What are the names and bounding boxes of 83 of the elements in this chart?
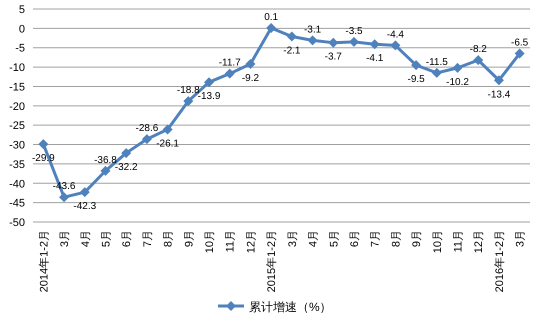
y-tick-label: -30	[9, 140, 25, 152]
point	[328, 38, 338, 48]
point	[80, 187, 90, 198]
y-tick-label: 5	[18, 4, 25, 16]
point	[348, 36, 359, 47]
point	[121, 148, 132, 158]
point	[162, 124, 173, 134]
data-label: -9.5	[407, 74, 426, 86]
data-label: -6.5	[511, 38, 529, 49]
point	[38, 139, 48, 150]
y-tick-label: -50	[9, 217, 25, 229]
y-tick-label: -20	[9, 100, 25, 113]
data-label: -8.2	[470, 44, 488, 56]
x-tick-label: 10月	[204, 230, 216, 254]
x-tick-label: 7月	[370, 230, 382, 248]
y-tick-label: -5	[15, 42, 25, 55]
data-label: 0.1	[264, 12, 279, 23]
data-label: -3.7	[324, 52, 342, 63]
legend-label: 累计增速（%）	[249, 300, 332, 314]
data-label: -28.6	[135, 123, 159, 134]
x-tick-label: 4月	[308, 230, 320, 248]
point	[452, 62, 463, 73]
data-label: -32.2	[114, 162, 138, 174]
x-tick-label: 5月	[328, 230, 340, 248]
point	[514, 48, 525, 59]
data-label: -42.3	[73, 201, 97, 212]
point	[183, 96, 194, 106]
x-tick-label: 6月	[348, 230, 361, 248]
x-tick-label: 3月	[59, 230, 72, 248]
x-tick-label: 11月	[224, 230, 237, 252]
point	[432, 68, 442, 78]
point	[390, 40, 400, 50]
data-label: -4.4	[386, 29, 404, 40]
y-tick-label: -15	[9, 81, 25, 94]
x-tick-label: 6月	[121, 230, 134, 248]
point	[308, 35, 318, 46]
x-tick-label: 9月	[183, 230, 196, 248]
x-tick-label: 3月	[286, 230, 299, 248]
x-tick-label: 2016年1-2月	[494, 230, 506, 292]
x-tick-label: 11月	[452, 230, 465, 252]
x-tick-label: 12月	[245, 230, 258, 254]
data-label: -2.1	[283, 45, 301, 56]
data-label: -3.5	[345, 26, 364, 37]
y-tick-label: -45	[9, 198, 25, 210]
point	[286, 31, 297, 42]
x-tick-label: 5月	[100, 230, 112, 248]
point	[142, 134, 152, 144]
data-label: -11.7	[218, 58, 242, 69]
data-label: -18.8	[176, 85, 200, 96]
point	[224, 68, 235, 79]
point	[59, 192, 70, 202]
data-label: -10.2	[446, 76, 470, 88]
x-tick-label: 4月	[80, 230, 92, 248]
data-label: -13.4	[488, 89, 511, 100]
data-label: -3.1	[304, 24, 322, 36]
point	[473, 55, 484, 66]
point	[204, 77, 214, 88]
x-tick-label: 8月	[162, 230, 175, 248]
point	[100, 166, 110, 176]
x-tick-label: 7月	[142, 230, 154, 248]
x-tick-label: 3月	[514, 230, 527, 248]
x-tick-label: 12月	[473, 230, 486, 254]
y-tick-label: -40	[9, 178, 25, 190]
point	[411, 60, 422, 70]
point	[266, 22, 276, 33]
data-label: -36.8	[94, 154, 118, 166]
data-label: -11.5	[426, 56, 448, 68]
data-label: -4.1	[366, 53, 384, 64]
data-label: -13.9	[198, 91, 221, 102]
y-tick-label: -10	[9, 62, 25, 74]
point	[494, 75, 504, 86]
x-tick-label: 2015年1-2月	[266, 230, 278, 292]
data-label: -26.1	[156, 138, 180, 150]
data-label: -9.2	[242, 72, 260, 84]
x-tick-label: 2014年1-2月	[38, 230, 50, 292]
y-tick-label: -25	[9, 120, 25, 132]
point	[370, 39, 380, 50]
x-tick-label: 10月	[432, 230, 444, 254]
x-tick-label: 9月	[411, 230, 424, 248]
x-tick-label: 8月	[390, 230, 402, 248]
y-tick-label: -35	[9, 158, 25, 171]
point	[245, 58, 256, 69]
y-tick-label: 0	[18, 23, 25, 36]
